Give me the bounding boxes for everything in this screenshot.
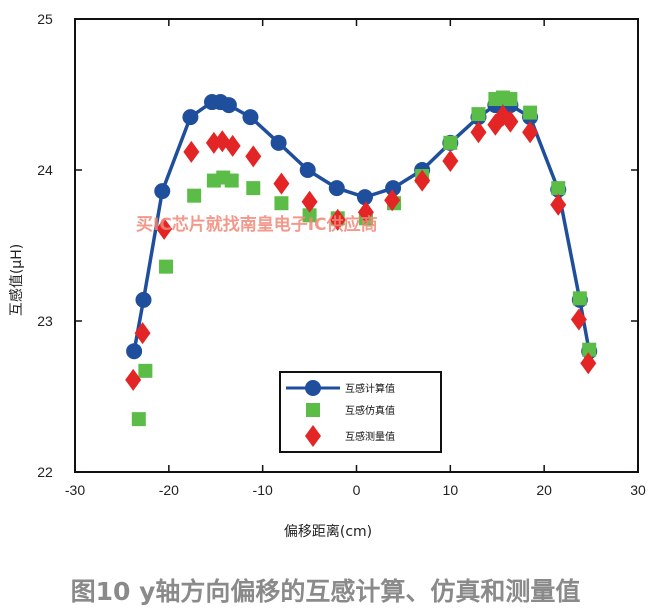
x-tick-label: 10 [443,482,459,498]
legend-diamond-swatch [305,425,321,447]
sim-point [551,181,566,196]
calc-point [270,134,287,151]
axis-ticks: -30 -20 -10 0 10 20 30 22 23 24 25 [37,11,646,498]
meas-point [125,368,142,391]
calc-point [135,291,152,308]
meas-point [156,217,173,240]
calc-point [242,109,259,126]
calc-point [126,343,143,360]
meas-point [183,140,200,163]
meas-point [550,193,567,216]
meas-point [224,134,241,157]
calc-point [385,180,402,197]
meas-point [470,121,487,144]
x-axis-title: 偏移距离(cm) [284,523,372,540]
x-tick-label: 30 [630,482,646,498]
sim-point [246,181,261,196]
sim-point [131,412,146,427]
meas-point [580,352,597,375]
meas-point [414,169,431,192]
legend-label-meas: 互感测量值 [345,430,395,443]
calc-point [220,97,237,114]
y-tick-label: 22 [37,464,53,480]
calc-point [328,180,345,197]
legend-circle-swatch [305,380,321,396]
y-tick-label: 24 [37,162,53,178]
calc-point [299,162,316,178]
sim-point [443,135,458,150]
meas-point [502,110,519,133]
meas-point [522,121,539,144]
series-marks [125,90,598,427]
meas-point [357,201,374,224]
figure-caption: 图10 y轴方向偏移的互感计算、仿真和测量值 [70,577,581,606]
sim-point [582,342,597,357]
meas-point [442,149,459,172]
legend-square-swatch [306,403,320,417]
calc-point [154,183,171,200]
meas-point [273,172,290,195]
x-tick-label: -10 [253,482,273,498]
meas-point [384,189,401,212]
x-tick-label: 20 [536,482,552,498]
chart-svg: -30 -20 -10 0 10 20 30 22 23 24 25 买IC芯片就找南皇电子IC供应… [8,11,646,540]
x-tick-label: -20 [159,482,179,498]
sim-point [138,363,153,378]
sim-point [471,107,486,122]
meas-point [329,208,346,231]
legend: 互感计算值 互感仿真值 互感测量值 [279,371,442,453]
sim-point [572,291,587,306]
sim-point [187,188,202,203]
sim-point [274,196,289,211]
sim-point [523,105,538,120]
y-axis-title: 互感值(μH) [8,244,25,316]
x-tick-label: 0 [353,482,361,498]
calc-point [182,109,199,126]
sim-point [224,173,239,188]
sim-point [302,208,317,223]
y-tick-label: 23 [37,313,53,329]
legend-label-sim: 互感仿真值 [345,404,395,417]
y-tick-label: 25 [37,11,53,27]
meas-point [301,190,318,213]
watermark: 买IC芯片就找南皇电子IC供应商 [136,214,378,235]
x-tick-label: -30 [65,482,85,498]
calc-point [356,189,373,206]
legend-label-calc: 互感计算值 [345,382,395,395]
meas-point [570,308,587,331]
sim-point [503,92,518,107]
meas-point [134,322,151,345]
sim-point [159,259,174,274]
meas-point [245,145,262,168]
